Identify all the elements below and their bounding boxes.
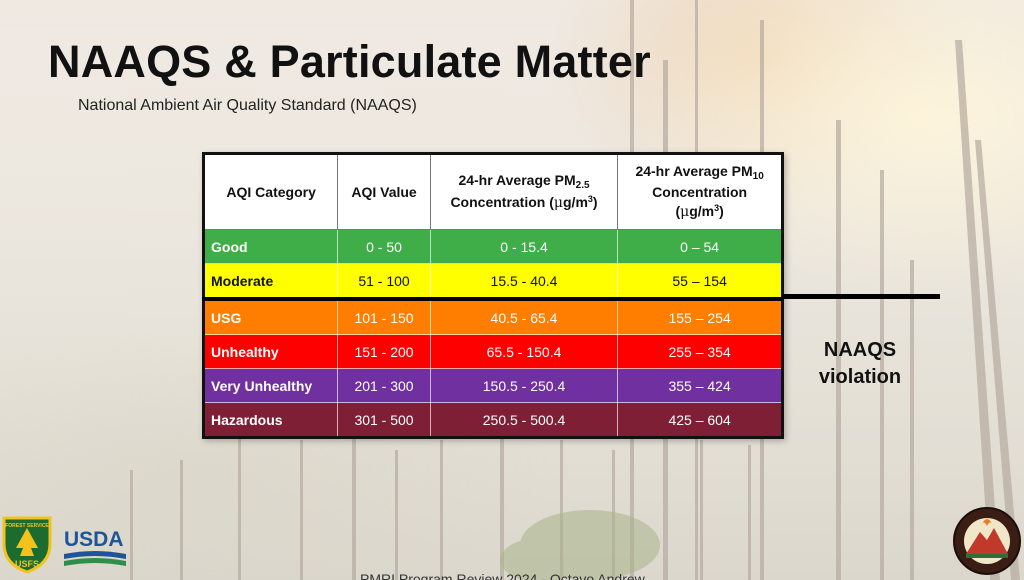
pm10-prefix: 24-hr Average PM <box>635 162 753 179</box>
cell-pm10: 155 – 254 <box>617 297 783 335</box>
cell-pm10: 0 – 54 <box>617 229 783 264</box>
cell-pm25: 150.5 - 250.4 <box>429 368 619 403</box>
cell-pm10: 425 – 604 <box>617 402 783 438</box>
forest-service-shield-logo: FOREST SERVICE USFS <box>2 516 52 574</box>
table-row-hazardous: Hazardous 301 - 500 250.5 - 500.4 425 – … <box>202 402 783 438</box>
svg-text:USDA: USDA <box>64 528 124 551</box>
cell-aqi-value: 201 - 300 <box>337 368 431 403</box>
header-pm25: 24-hr Average PM2.5 Concentration (μg/m3… <box>429 153 619 230</box>
cell-category: Hazardous <box>202 402 339 438</box>
pm10-unit-mu: μ <box>680 204 690 221</box>
cell-aqi-value: 0 - 50 <box>337 229 431 264</box>
table-row-moderate: Moderate 51 - 100 15.5 - 40.4 55 – 154 <box>202 263 783 300</box>
pm25-close-paren: ) <box>592 193 598 210</box>
slide-subtitle: National Ambient Air Quality Standard (N… <box>78 97 417 114</box>
cell-category: Unhealthy <box>202 334 339 369</box>
header-aqi-value: AQI Value <box>337 153 431 230</box>
table-row-very-unhealthy: Very Unhealthy 201 - 300 150.5 - 250.4 3… <box>202 368 783 403</box>
header-pm10: 24-hr Average PM10 Concentration (μg/m3) <box>617 153 783 230</box>
cell-aqi-value: 51 - 100 <box>337 263 431 300</box>
pm25-subscript: 2.5 <box>575 180 590 192</box>
table-row-good: Good 0 - 50 0 - 15.4 0 – 54 <box>202 229 783 264</box>
pm10-concentration: Concentration <box>652 184 748 201</box>
cell-category: Good <box>202 229 339 264</box>
header-aqi-category: AQI Category <box>202 153 339 230</box>
pm10-unit: g/m <box>689 203 715 220</box>
cell-pm25: 250.5 - 500.4 <box>429 402 619 438</box>
pm10-subscript: 10 <box>752 170 764 182</box>
pm25-unit-mu: μ <box>553 194 563 211</box>
svg-text:USFS: USFS <box>15 559 39 569</box>
cell-category: Very Unhealthy <box>202 368 339 403</box>
table-header-row: AQI Category AQI Value 24-hr Average PM2… <box>202 153 783 230</box>
cell-aqi-value: 101 - 150 <box>337 297 431 335</box>
pm10-open-paren: ( <box>675 203 681 220</box>
cell-pm25: 65.5 - 150.4 <box>429 334 619 369</box>
slide-footer: PMRI Program Review 2024 - Octavo Andrew <box>360 571 645 580</box>
cell-pm25: 0 - 15.4 <box>429 229 619 264</box>
naaqs-violation-label: NAAQS violation <box>818 339 902 388</box>
cell-category: USG <box>202 297 339 335</box>
cell-aqi-value: 151 - 200 <box>337 334 431 369</box>
cell-pm25: 15.5 - 40.4 <box>429 263 619 300</box>
cell-pm10: 355 – 424 <box>617 368 783 403</box>
cell-aqi-value: 301 - 500 <box>337 402 431 438</box>
cell-category: Moderate <box>202 263 339 300</box>
pm10-close-paren: ) <box>719 203 724 220</box>
cell-pm10: 255 – 354 <box>617 334 783 369</box>
table-row-unhealthy: Unhealthy 151 - 200 65.5 - 150.4 255 – 3… <box>202 334 783 369</box>
pm25-concentration: Concentration ( <box>450 193 554 210</box>
pm10-unit-sup: 3 <box>714 203 720 214</box>
svg-text:FOREST SERVICE: FOREST SERVICE <box>5 523 49 529</box>
usda-logo: USDA <box>64 528 126 566</box>
aqi-table: AQI Category AQI Value 24-hr Average PM2… <box>202 152 784 439</box>
cell-pm25: 40.5 - 65.4 <box>429 297 619 335</box>
slide-title: NAAQS & Particulate Matter <box>48 36 651 87</box>
pm25-unit-sup: 3 <box>587 193 593 204</box>
pm25-prefix: 24-hr Average PM <box>458 172 576 189</box>
pm25-unit: g/m <box>563 193 588 210</box>
iwfaqrp-logo <box>953 507 1021 575</box>
cell-pm10: 55 – 154 <box>617 263 783 300</box>
table-row-usg: USG 101 - 150 40.5 - 65.4 155 – 254 <box>202 297 783 335</box>
naaqs-violation-line <box>782 294 940 299</box>
